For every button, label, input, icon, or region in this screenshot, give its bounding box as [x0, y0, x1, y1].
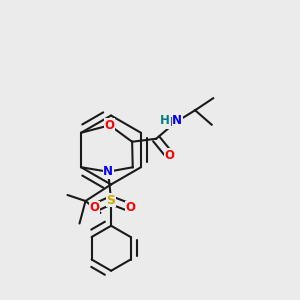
- Text: O: O: [165, 149, 175, 162]
- Text: O: O: [90, 201, 100, 214]
- Text: O: O: [126, 201, 136, 214]
- Text: N: N: [172, 114, 182, 127]
- Text: H: H: [160, 114, 170, 127]
- Text: S: S: [106, 194, 116, 207]
- Text: O: O: [105, 119, 115, 132]
- Text: HN: HN: [163, 116, 183, 129]
- Text: N: N: [103, 165, 113, 178]
